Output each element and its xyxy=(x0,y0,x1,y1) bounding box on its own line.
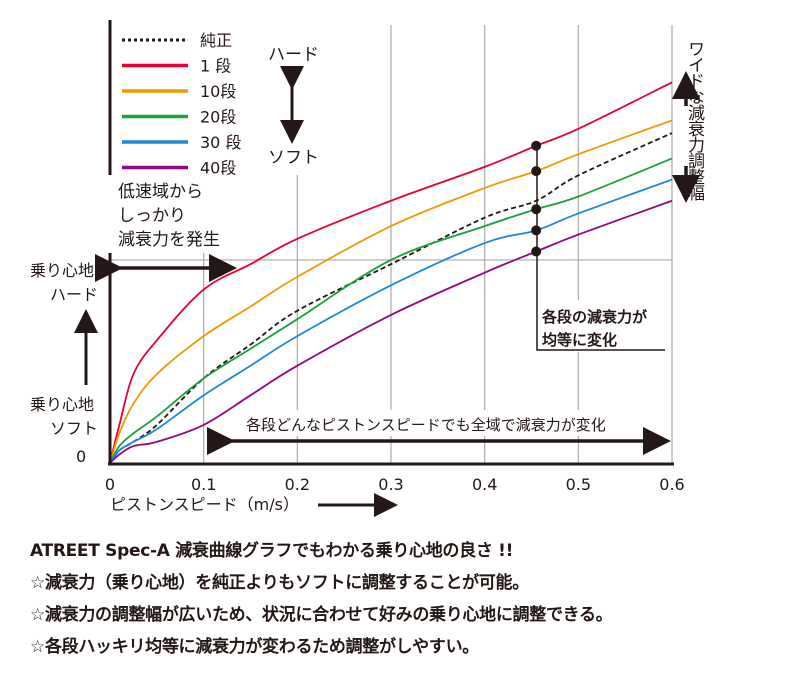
marker-point xyxy=(531,246,542,257)
series-line-5 xyxy=(109,199,673,464)
caption-title: ATREET Spec-A 減衰曲線グラフでもわかる乗り心地の良さ !! xyxy=(30,541,514,561)
legend-label: 1 段 xyxy=(200,57,231,76)
x-tick-label: 0.5 xyxy=(566,475,591,494)
legend-label: 20段 xyxy=(200,108,236,127)
even-change-bracket xyxy=(536,145,665,351)
x-tick-label: 0.1 xyxy=(191,475,216,494)
legend-label: 30 段 xyxy=(200,133,241,152)
y-label-hard-1: 乗り心地 xyxy=(30,261,94,280)
annotation-low-speed-2: しっかり xyxy=(118,206,186,226)
marker-point xyxy=(531,225,542,236)
x-axis-label: ピストンスピード（m/s） xyxy=(110,495,299,514)
series-line-3 xyxy=(109,157,673,464)
series-line-2 xyxy=(109,119,673,464)
grid xyxy=(203,25,673,463)
series-line-4 xyxy=(109,178,673,464)
annotation-low-speed-3: 減衰力を発生 xyxy=(118,230,220,250)
marker-group xyxy=(531,140,542,257)
marker-point xyxy=(531,204,542,215)
legend: 純正 1 段 10段 20段 30 段 40段 xyxy=(122,31,241,178)
annotation-low-speed-1: 低速域から xyxy=(118,182,203,202)
legend-label: 純正 xyxy=(200,31,232,50)
caption-point-1: ☆減衰力（乗り心地）を純正よりもソフトに調整することが可能。 xyxy=(30,573,529,593)
y-label-soft-1: 乗り心地 xyxy=(30,395,94,414)
x-tick-labels: 0 0.1 0.2 0.3 0.4 0.5 0.6 xyxy=(105,475,685,494)
y-label-soft-2: ソフト xyxy=(50,419,98,438)
caption-point-2: ☆減衰力の調整幅が広いため、状況に合わせて好みの乗り心地に調整できる。 xyxy=(30,605,613,625)
x-tick-label: 0.2 xyxy=(285,475,310,494)
legend-hard-label: ハード xyxy=(268,45,319,65)
x-tick-label: 0 xyxy=(105,475,115,494)
x-tick-label: 0.4 xyxy=(472,475,497,494)
legend-label: 40段 xyxy=(200,159,236,178)
marker-point xyxy=(531,166,542,177)
annotation-even-change-1: 各段の減衰力が xyxy=(541,308,648,326)
y-label-hard-2: ハード xyxy=(50,285,98,304)
series-line-1 xyxy=(109,81,673,464)
series-group xyxy=(109,81,673,464)
legend-soft-label: ソフト xyxy=(268,148,319,168)
y-zero-label: 0 xyxy=(76,447,86,466)
x-tick-label: 0.3 xyxy=(378,475,403,494)
annotation-even-change-2: 均等に変化 xyxy=(542,331,617,349)
caption-point-3: ☆各段ハッキリ均等に減衰力が変わるため調整がしやすい。 xyxy=(30,637,479,657)
marker-point xyxy=(531,140,542,151)
legend-label: 10段 xyxy=(200,82,236,101)
annotation-all-range: 各段どんなピストンスピードでも全域で減衰力が変化 xyxy=(246,416,606,434)
x-tick-label: 0.6 xyxy=(659,475,684,494)
